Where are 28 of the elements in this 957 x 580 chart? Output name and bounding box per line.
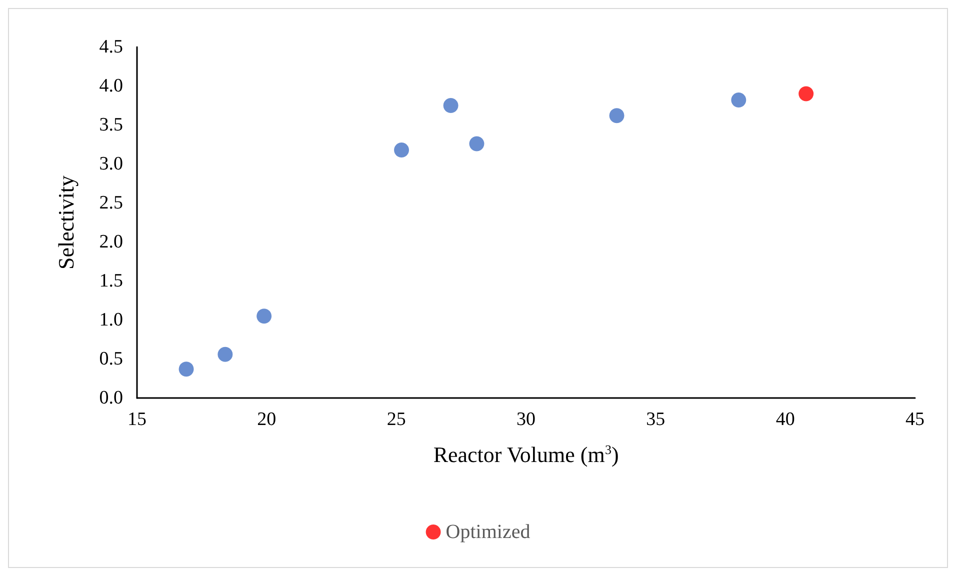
point (256, 308, 272, 324)
x-tick-label: 20 (257, 409, 276, 430)
x-tick-label: 30 (516, 409, 536, 430)
y-tick-label: 4.5 (99, 36, 123, 58)
point (394, 142, 410, 158)
point (798, 86, 814, 102)
x-tick-label: 25 (386, 409, 406, 430)
y-tick-label: 4.0 (99, 76, 123, 96)
y-tick-label: 3.0 (99, 154, 123, 174)
y-tick-label: 0.5 (99, 348, 123, 370)
point (178, 362, 194, 377)
x-tick-label: 35 (646, 409, 666, 430)
y-tick-label: 0.0 (99, 388, 123, 408)
point (609, 108, 624, 124)
y-axis-title: Selectivity (54, 175, 78, 270)
y-tick-label: 1.0 (99, 310, 123, 330)
x-tick-label: 45 (906, 409, 924, 430)
x-tick-label: 40 (776, 409, 795, 430)
point (731, 92, 746, 108)
y-tick-label: 1.5 (99, 270, 123, 292)
y-tick-label: 2.5 (99, 192, 123, 214)
x-tick-label: 15 (128, 409, 146, 430)
y-tick-label: 3.5 (99, 114, 123, 136)
point (443, 98, 458, 113)
point (469, 136, 484, 152)
legend-label: Optimized (446, 521, 530, 543)
point (218, 346, 233, 362)
y-tick-label: 2.0 (99, 232, 123, 252)
